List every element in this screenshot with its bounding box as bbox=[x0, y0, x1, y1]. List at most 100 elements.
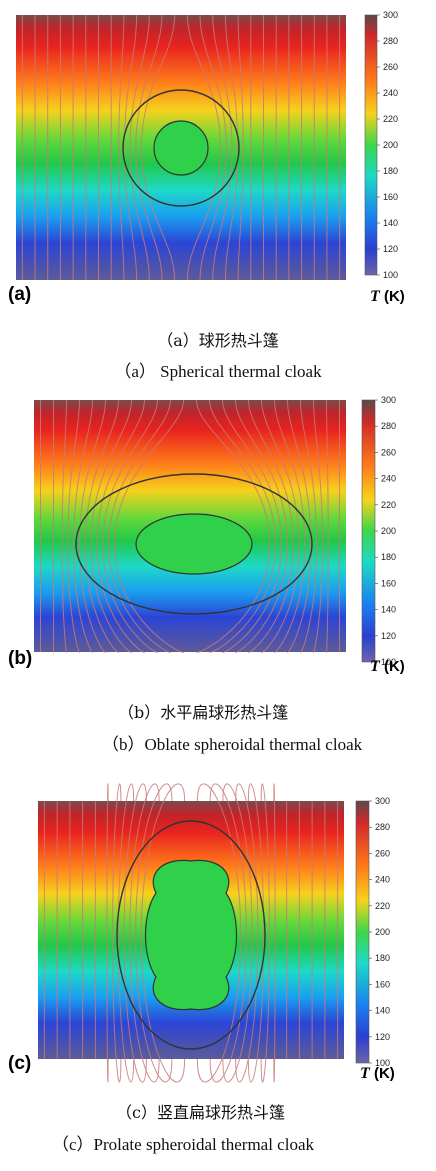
panel-b-colorbar-unit: T (K) bbox=[370, 658, 405, 676]
colorbar-tick-label: 120 bbox=[375, 1032, 390, 1042]
panel-c-caption-cn: （c）竖直扁球形热斗篷 bbox=[116, 1103, 285, 1122]
isotherm-line bbox=[84, 399, 119, 653]
colorbar-tick-label: 200 bbox=[383, 140, 398, 150]
isotherm-line bbox=[123, 14, 138, 281]
isotherm-line bbox=[90, 399, 132, 653]
colorbar-tick-label: 280 bbox=[383, 36, 398, 46]
isotherm-line bbox=[135, 14, 163, 281]
colorbar-tick-label: 220 bbox=[381, 500, 396, 510]
isotherm-line bbox=[300, 399, 318, 653]
colorbar-tick-label: 220 bbox=[383, 114, 398, 124]
panel-c-inner-region bbox=[144, 859, 238, 1011]
colorbar-tick-label: 200 bbox=[381, 526, 396, 536]
colorbar-tick-label: 100 bbox=[375, 1058, 390, 1068]
isotherm-line bbox=[117, 783, 135, 1083]
isotherm-line bbox=[196, 783, 242, 1083]
colorbar-tick-label: 260 bbox=[383, 62, 398, 72]
colorbar-tick-label: 180 bbox=[383, 166, 398, 176]
isotherm-line bbox=[222, 399, 282, 653]
isotherm-line bbox=[326, 399, 329, 653]
isotherm-line bbox=[235, 399, 288, 653]
panel-c-outer-boundary bbox=[116, 820, 266, 1050]
isotherm-line bbox=[79, 399, 106, 653]
isotherm-line bbox=[96, 399, 145, 653]
isotherm-line bbox=[135, 783, 173, 1083]
colorbar-tick-label: 100 bbox=[381, 657, 396, 667]
panel-a-isotherm-lines bbox=[21, 14, 341, 281]
isotherm-line bbox=[118, 14, 125, 281]
panel-c-plot: 300 280 260 240 220 200 180 160 140 120 100 bbox=[38, 783, 390, 1083]
isotherm-line bbox=[212, 14, 233, 281]
isotherm-line bbox=[274, 399, 306, 653]
isotherm-line bbox=[224, 14, 239, 281]
panel-b-outer-boundary bbox=[75, 473, 313, 615]
colorbar-tick-label: 240 bbox=[383, 88, 398, 98]
panel-a-colorbar-unit: T (K) bbox=[370, 288, 405, 306]
colorbar-tick-label: 120 bbox=[383, 244, 398, 254]
colorbar-tick-label: 300 bbox=[381, 395, 396, 405]
isotherm-line bbox=[73, 399, 93, 653]
colorbar-tick-label: 260 bbox=[381, 447, 396, 457]
isotherm-line bbox=[209, 783, 247, 1083]
panel-a-caption-en: （a） Spherical thermal cloak bbox=[114, 362, 322, 381]
isotherm-line bbox=[67, 399, 80, 653]
panel-b-colorbar-ticks: 300 280 260 240 220 200 180 160 140 120 100 bbox=[375, 395, 396, 667]
isotherm-line bbox=[196, 399, 271, 653]
colorbar-tick-label: 160 bbox=[381, 578, 396, 588]
panel-a-caption-cn: （a）球形热斗篷 bbox=[157, 331, 279, 350]
isotherm-line bbox=[102, 399, 158, 653]
colorbar-tick-label: 280 bbox=[375, 822, 390, 832]
panel-c-unit-symbol: T bbox=[360, 1065, 370, 1082]
panel-a-colorbar-ticks: 300 280 260 240 220 200 180 160 140 120 100 bbox=[377, 10, 398, 280]
panel-b-caption-en: （b）Oblate spheroidal thermal cloak bbox=[102, 735, 363, 754]
panel-b-colorbar bbox=[361, 399, 376, 663]
panel-b-caption-cn: （b）水平扁球形热斗篷 bbox=[118, 703, 289, 722]
panel-c-unit-label: (K) bbox=[373, 1065, 395, 1082]
colorbar-tick-label: 180 bbox=[381, 552, 396, 562]
isotherm-line bbox=[260, 783, 270, 1083]
panel-a-plot: 300 280 260 240 220 200 180 160 140 120 100 bbox=[16, 10, 398, 281]
colorbar-tick-label: 220 bbox=[375, 901, 390, 911]
panel-c-caption-en: （c）Prolate spheroidal thermal cloak bbox=[52, 1135, 314, 1154]
isotherm-line bbox=[140, 14, 176, 281]
isotherm-line bbox=[248, 399, 294, 653]
panel-a: 300 280 260 240 220 200 180 160 140 120 100 (a) T … bbox=[0, 0, 436, 381]
panel-c-label: (c) bbox=[8, 1053, 32, 1074]
isotherm-line bbox=[237, 14, 244, 281]
colorbar-tick-label: 260 bbox=[375, 848, 390, 858]
panel-b-plot: 300 280 260 240 220 200 180 160 140 120 100 bbox=[34, 395, 396, 667]
panel-c-colorbar-unit: T (K) bbox=[360, 1065, 395, 1083]
panel-c-isotherm-lines bbox=[43, 783, 339, 1083]
panel-b-unit-symbol: T bbox=[370, 658, 380, 675]
colorbar-tick-label: 280 bbox=[381, 421, 396, 431]
isotherm-line bbox=[140, 783, 186, 1083]
colorbar-tick-label: 300 bbox=[375, 796, 390, 806]
isotherm-line bbox=[313, 399, 323, 653]
panel-c: 300 280 260 240 220 200 180 160 140 120 100 (c) T … bbox=[0, 783, 436, 1171]
isotherm-line bbox=[247, 783, 265, 1083]
isotherm-line bbox=[261, 399, 300, 653]
panel-c-colorbar bbox=[355, 800, 370, 1064]
isotherm-line bbox=[199, 14, 227, 281]
isotherm-line bbox=[129, 783, 160, 1083]
isotherm-line bbox=[186, 14, 222, 281]
panel-c-colorbar-ticks: 300 280 260 240 220 200 180 160 140 120 100 bbox=[369, 796, 390, 1068]
isotherm-line bbox=[123, 783, 147, 1083]
isotherm-line bbox=[287, 399, 312, 653]
panel-b-unit-label: (K) bbox=[383, 658, 405, 675]
panel-a-inner-region bbox=[153, 120, 209, 176]
colorbar-tick-label: 140 bbox=[381, 605, 396, 615]
panel-a-outer-boundary bbox=[122, 89, 240, 207]
isotherm-line bbox=[129, 14, 150, 281]
isotherm-line bbox=[61, 399, 67, 653]
isotherm-line bbox=[108, 399, 171, 653]
panel-a-label: (a) bbox=[8, 284, 32, 305]
colorbar-tick-label: 140 bbox=[375, 1006, 390, 1016]
colorbar-tick-label: 240 bbox=[375, 875, 390, 885]
isotherm-line bbox=[222, 783, 253, 1083]
colorbar-tick-label: 120 bbox=[381, 631, 396, 641]
colorbar-tick-label: 240 bbox=[381, 474, 396, 484]
isotherm-line bbox=[114, 399, 184, 653]
panel-a-colorbar bbox=[364, 14, 378, 276]
panel-b-inner-region bbox=[135, 513, 253, 575]
